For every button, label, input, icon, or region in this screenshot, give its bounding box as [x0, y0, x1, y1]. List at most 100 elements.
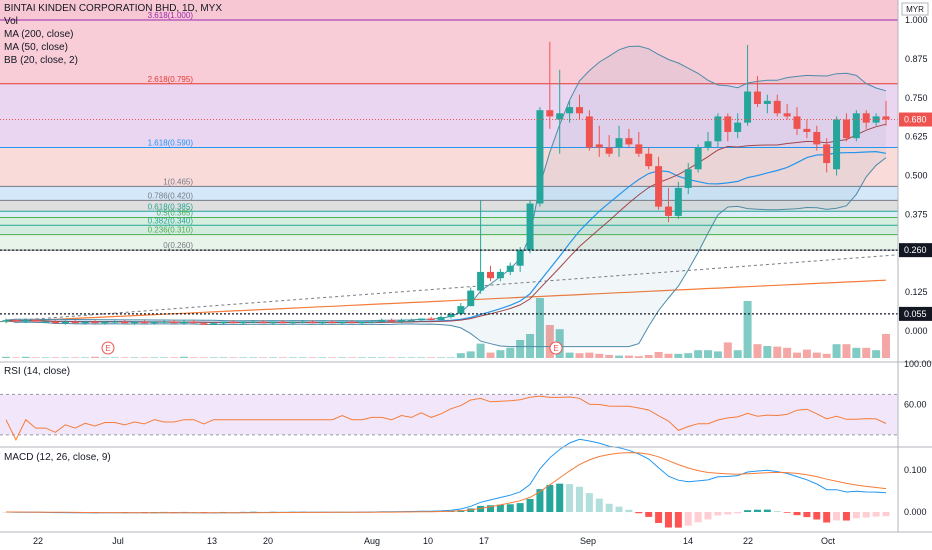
macd-histogram-bar [674, 512, 682, 528]
rsi-title[interactable]: RSI (14, close) [4, 366, 71, 377]
macd-histogram-bar [872, 512, 880, 517]
candle-body [674, 187, 682, 216]
price-pane: 3.618(1.000) 2.618(0.795) 1.618(0.590) 1(0.… [0, 0, 899, 358]
event-marker [101, 341, 115, 355]
macd-histogram-bar [526, 498, 534, 512]
time-tick: 10 [423, 536, 433, 546]
macd-histogram-bar [714, 512, 722, 516]
chart-title[interactable]: BINTAI KINDEN CORPORATION BHD, 1D, MYX [4, 3, 222, 14]
candle-body [496, 271, 504, 279]
volume-bar [575, 353, 584, 358]
volume-bar [733, 350, 742, 358]
candle-body [348, 321, 356, 324]
candle-body [160, 321, 168, 323]
price-tick: 0.000 [905, 326, 928, 336]
candle-body [645, 153, 653, 167]
volume-bar [41, 357, 50, 358]
fib-band [0, 20, 898, 84]
macd-tick: 0.000 [904, 507, 927, 517]
candle-body [170, 321, 178, 324]
fib-label: 0.382(0.340) [148, 216, 194, 225]
fib-label: 1.618(0.590) [148, 139, 194, 148]
candle-body [833, 119, 841, 170]
candle-body [358, 321, 366, 324]
candle-body [605, 147, 613, 154]
price-tick: 0.875 [905, 54, 928, 64]
volume-bar [832, 344, 841, 358]
volume-bar [446, 357, 455, 358]
volume-bar [90, 356, 99, 358]
volume-bar [81, 357, 90, 358]
macd-histogram-bar [803, 512, 811, 518]
candle-body [101, 321, 109, 324]
macd-histogram-bar [575, 486, 583, 512]
legend-bb[interactable]: BB (20, close, 2) [4, 55, 78, 66]
volume-bar [585, 352, 594, 358]
legend-ma50[interactable]: MA (50, close) [4, 42, 68, 53]
legend-vol[interactable]: Vol [4, 16, 18, 27]
fib-label: 0.618(0.385) [148, 202, 194, 211]
legend-ma200[interactable]: MA (200, close) [4, 29, 74, 40]
level-badge [899, 306, 932, 321]
volume-bar [31, 357, 40, 358]
volume-bar [842, 344, 851, 358]
candle-body [51, 321, 59, 324]
volume-bar [694, 350, 703, 358]
volume-bar [348, 357, 357, 358]
candle-body [526, 203, 534, 251]
time-tick: 22 [743, 536, 753, 546]
volume-bar [783, 347, 792, 358]
fib-label: 0.786(0.420) [148, 191, 194, 200]
volume-bar [496, 350, 505, 358]
macd-title[interactable]: MACD (12, 26, close, 9) [4, 452, 111, 463]
macd-histogram-bar [862, 512, 870, 518]
candle-body [734, 122, 742, 132]
candle-body [516, 250, 524, 266]
volume-bar [51, 357, 60, 358]
fib-label: 0.5(0.365) [157, 208, 194, 217]
price-tick: 0.125 [905, 287, 928, 297]
candle-body [862, 113, 870, 123]
candle-body [180, 321, 188, 324]
candle-body [229, 321, 237, 324]
candle-body [269, 321, 277, 324]
price-tick: 1.000 [905, 15, 928, 25]
rsi-band [0, 394, 898, 435]
volume-bar [199, 357, 208, 358]
volume-bar [71, 357, 80, 358]
volume-bar [684, 353, 693, 358]
macd-histogram-bar [664, 512, 672, 528]
fib-band-top [0, 0, 898, 20]
volume-bar [100, 357, 109, 358]
macd-histogram-bar [684, 512, 692, 526]
candle-body [131, 321, 139, 324]
candle-body [150, 321, 158, 324]
macd-histogram-bar [546, 484, 554, 512]
bb-fill [6, 46, 886, 347]
volume-bar [862, 347, 871, 358]
volume-bar [407, 357, 416, 358]
volume-bar [357, 357, 366, 358]
candle-body [813, 131, 821, 145]
price-tick: 0.625 [905, 132, 928, 142]
volume-bar [466, 351, 475, 358]
macd-line [5, 438, 887, 514]
time-tick: 22 [33, 536, 43, 546]
candle-body [91, 321, 99, 324]
price-tick: 0.375 [905, 209, 928, 219]
candle-body [477, 271, 485, 291]
candle-body [724, 116, 732, 132]
volume-bar [565, 352, 574, 358]
fib-label: 2.618(0.795) [148, 75, 194, 84]
volume-bar [882, 334, 890, 358]
rsi-pane [0, 393, 898, 442]
candle-body [457, 306, 465, 314]
volume-bar [753, 344, 762, 358]
volume-bar [179, 356, 188, 358]
candle-body [239, 321, 247, 324]
candle-body [447, 313, 455, 318]
volume-bar [743, 301, 752, 358]
volume-bar [239, 357, 248, 358]
candle-body [81, 321, 89, 324]
candle-body [566, 107, 574, 114]
